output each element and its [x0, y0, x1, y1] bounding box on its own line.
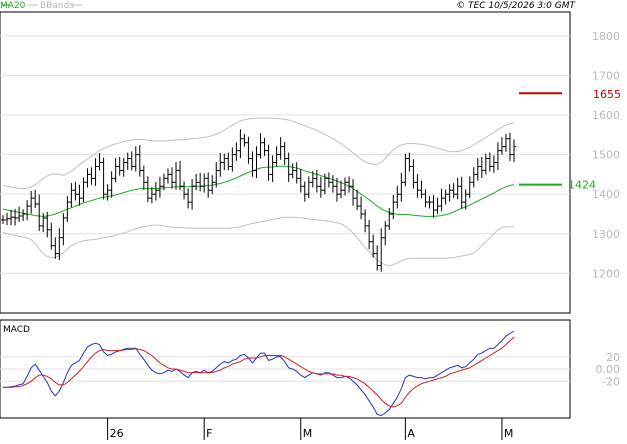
- resistance-level-label: 1655: [593, 88, 621, 101]
- bbands-legend-label: BBands: [40, 1, 74, 11]
- macd-tick-label: 20: [606, 351, 620, 364]
- price-tick-label: 1400: [592, 188, 620, 201]
- price-tick-label: 1200: [592, 267, 620, 280]
- price-tick-label: 1500: [592, 149, 620, 162]
- bollinger-bands-layer: [2, 117, 515, 267]
- levels-layer: 1655 1424: [519, 88, 621, 192]
- ma-legend-label: MA20: [0, 1, 26, 11]
- price-bars-layer: [1, 129, 516, 272]
- ma20-layer: [2, 165, 515, 217]
- axis-layer: 1200 1300 1400 1500 1600 1700 1800 200.00-20 26 F…: [107, 30, 621, 440]
- price-tick-label: 1800: [592, 30, 620, 43]
- macd-tick-label: 0.00: [596, 363, 621, 376]
- price-tick-label: 1600: [592, 109, 620, 122]
- x-axis-label: M: [303, 427, 313, 440]
- macd-layer: [3, 330, 515, 417]
- x-axis-label: A: [407, 427, 415, 440]
- x-axis-label: 26: [110, 427, 124, 440]
- macd-line: [3, 330, 515, 417]
- price-panel-frame: [0, 11, 571, 314]
- copyright-label: © TEC 10/5/2026 3:0 GMT: [456, 1, 576, 11]
- x-axis-label: F: [206, 427, 212, 440]
- macd-tick-label: -20: [602, 375, 620, 388]
- bbands-lower-line: [2, 216, 514, 267]
- price-tick-label: 1700: [592, 69, 620, 82]
- x-axis-label: M: [504, 427, 514, 440]
- price-tick-label: 1300: [592, 228, 620, 241]
- ma20-line: [2, 165, 515, 217]
- bbands-upper-line: [2, 117, 515, 190]
- support-level-label: 1424: [568, 179, 596, 192]
- macd-signal-line: [3, 336, 515, 408]
- macd-panel-title: MACD: [3, 325, 30, 335]
